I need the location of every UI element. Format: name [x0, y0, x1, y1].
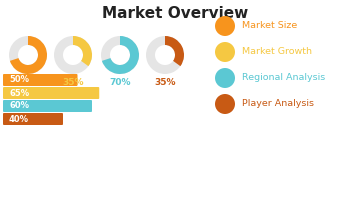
FancyBboxPatch shape [3, 87, 99, 99]
Circle shape [215, 68, 235, 88]
Text: 35%: 35% [154, 78, 176, 87]
Wedge shape [9, 36, 47, 74]
Wedge shape [102, 36, 139, 74]
Wedge shape [10, 36, 47, 74]
Text: Market Overview: Market Overview [102, 6, 248, 21]
FancyBboxPatch shape [3, 74, 77, 86]
Text: Market Size: Market Size [242, 21, 297, 30]
Wedge shape [101, 36, 139, 74]
Wedge shape [146, 36, 184, 74]
Circle shape [215, 94, 235, 114]
Text: 35%: 35% [62, 78, 84, 87]
Wedge shape [165, 36, 184, 66]
Text: 40%: 40% [9, 114, 29, 123]
FancyBboxPatch shape [3, 113, 63, 125]
FancyBboxPatch shape [3, 100, 92, 112]
Text: 65%: 65% [9, 88, 29, 97]
Text: Player Analysis: Player Analysis [242, 100, 314, 109]
Text: 70%: 70% [17, 78, 39, 87]
Text: 60%: 60% [9, 101, 29, 110]
Text: 70%: 70% [109, 78, 131, 87]
Text: Regional Analysis: Regional Analysis [242, 74, 325, 83]
Text: Market Growth: Market Growth [242, 47, 312, 56]
Wedge shape [73, 36, 92, 66]
Circle shape [215, 16, 235, 36]
Wedge shape [54, 36, 92, 74]
Circle shape [215, 42, 235, 62]
Text: 50%: 50% [9, 76, 29, 84]
